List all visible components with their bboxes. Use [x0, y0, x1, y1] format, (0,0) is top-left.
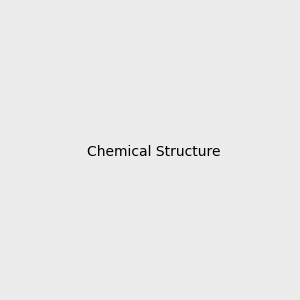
Text: Chemical Structure: Chemical Structure	[87, 145, 220, 158]
